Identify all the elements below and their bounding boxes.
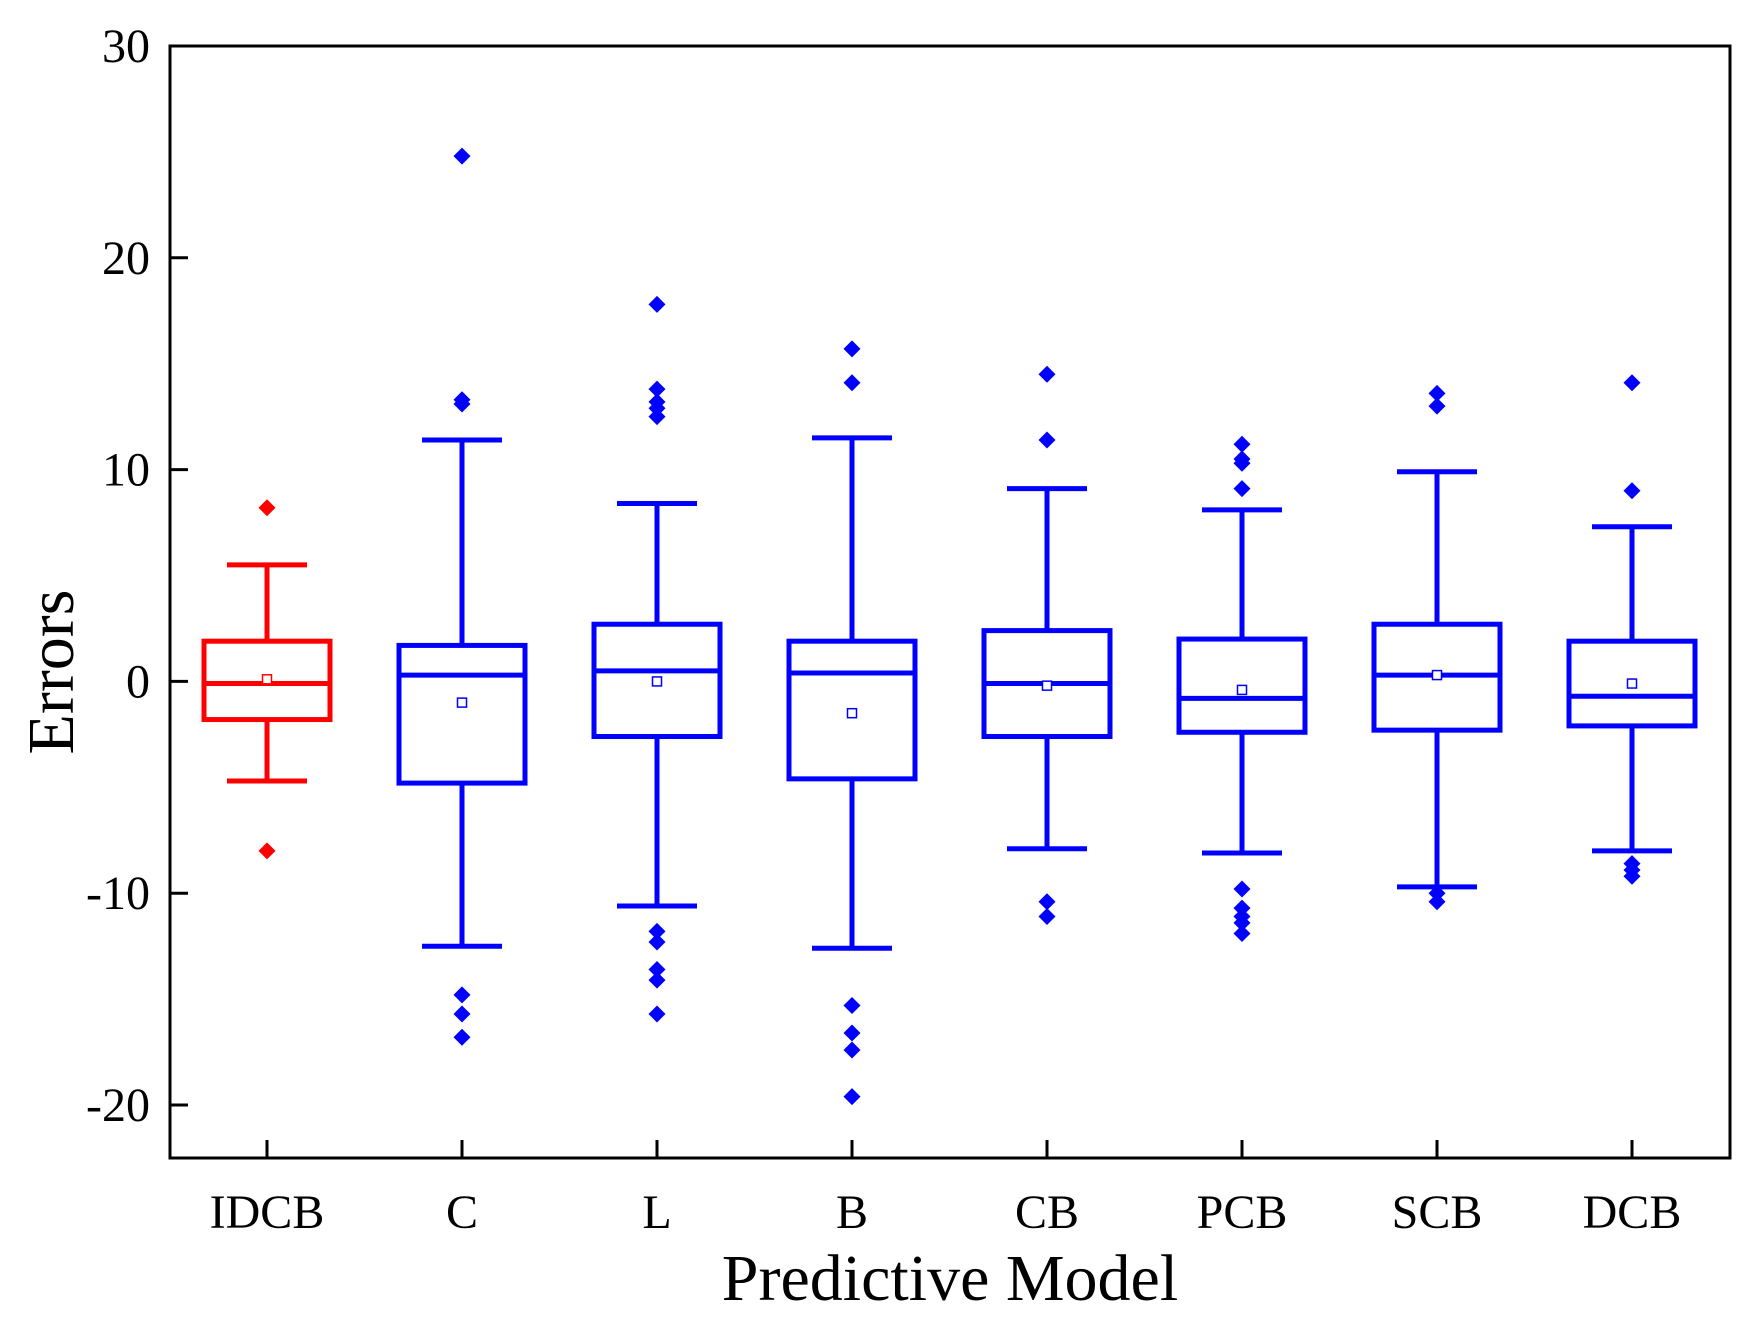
outlier-point: [453, 1028, 471, 1046]
outlier-point: [843, 374, 861, 392]
x-axis-title: Predictive Model: [722, 1242, 1178, 1315]
outlier-point: [843, 996, 861, 1014]
outlier-point: [1233, 914, 1251, 932]
iqr-box: [396, 642, 528, 786]
mean-marker: [651, 676, 663, 687]
plot-marks: [201, 147, 1698, 1106]
y-axis-ticks: -20 -10 0 10 20 30: [86, 20, 188, 1132]
y-tick-label: -10: [86, 867, 150, 920]
mean-marker: [1626, 678, 1638, 689]
outlier-point: [453, 1005, 471, 1023]
outlier-point: [1623, 482, 1641, 500]
outlier-point: [258, 499, 276, 517]
x-axis-ticks: IDCB C L B CB PCB SCB DCB: [210, 1140, 1682, 1239]
outlier-point: [1038, 893, 1056, 911]
outlier-point: [453, 986, 471, 1004]
outlier-point: [1428, 893, 1446, 911]
outlier-point: [1233, 435, 1251, 453]
outlier-point: [648, 960, 666, 978]
mean-marker: [1236, 684, 1248, 696]
mean-marker: [1041, 680, 1053, 691]
outlier-point: [1038, 431, 1056, 449]
outlier-point: [1428, 384, 1446, 402]
x-tick-label: C: [446, 1186, 478, 1239]
outlier-point: [648, 971, 666, 989]
x-tick-label: CB: [1015, 1186, 1079, 1239]
outlier-point: [1233, 454, 1251, 472]
outlier-point: [258, 842, 276, 860]
outlier-point: [453, 147, 471, 165]
box-group-idcb: [201, 499, 333, 860]
x-tick-label: B: [836, 1186, 868, 1239]
x-tick-label: PCB: [1197, 1186, 1288, 1239]
y-tick-label: 0: [126, 655, 150, 708]
y-tick-label: 30: [102, 20, 150, 73]
outlier-point: [843, 1041, 861, 1059]
outlier-point: [843, 1024, 861, 1042]
box-group-scb: [1371, 384, 1503, 911]
outlier-point: [1038, 365, 1056, 383]
mean-marker: [456, 697, 468, 708]
outlier-point: [1623, 374, 1641, 392]
box-group-c: [396, 147, 528, 1046]
outlier-point: [1233, 924, 1251, 942]
y-tick-label: 20: [102, 232, 150, 285]
outlier-point: [648, 1005, 666, 1023]
outlier-point: [1428, 397, 1446, 415]
x-tick-label: SCB: [1392, 1186, 1483, 1239]
box-group-b: [786, 340, 918, 1106]
outlier-point: [843, 340, 861, 358]
box-group-l: [591, 295, 723, 1023]
box-group-cb: [981, 365, 1113, 926]
y-tick-label: -20: [86, 1079, 150, 1132]
x-tick-label: IDCB: [210, 1186, 325, 1239]
outlier-point: [648, 380, 666, 398]
outlier-point: [648, 922, 666, 940]
outlier-point: [648, 933, 666, 951]
box-group-pcb: [1176, 435, 1308, 942]
mean-marker: [1431, 669, 1443, 681]
plot-frame: [168, 44, 1732, 1160]
mean-marker: [261, 674, 273, 685]
outlier-point: [1233, 480, 1251, 498]
outlier-point: [1038, 908, 1056, 926]
outlier-point: [648, 408, 666, 426]
outlier-point: [1623, 867, 1641, 885]
outlier-point: [453, 395, 471, 413]
y-axis-title: Errors: [15, 590, 88, 755]
outlier-point: [648, 295, 666, 313]
box-group-dcb: [1566, 374, 1698, 885]
axes-layer: [168, 44, 1732, 1160]
x-tick-label: DCB: [1583, 1186, 1682, 1239]
x-tick-label: L: [642, 1186, 671, 1239]
mean-marker: [846, 707, 858, 719]
iqr-box: [786, 638, 918, 782]
outlier-point: [843, 1088, 861, 1106]
y-tick-label: 10: [102, 444, 150, 497]
outlier-point: [1233, 880, 1251, 898]
